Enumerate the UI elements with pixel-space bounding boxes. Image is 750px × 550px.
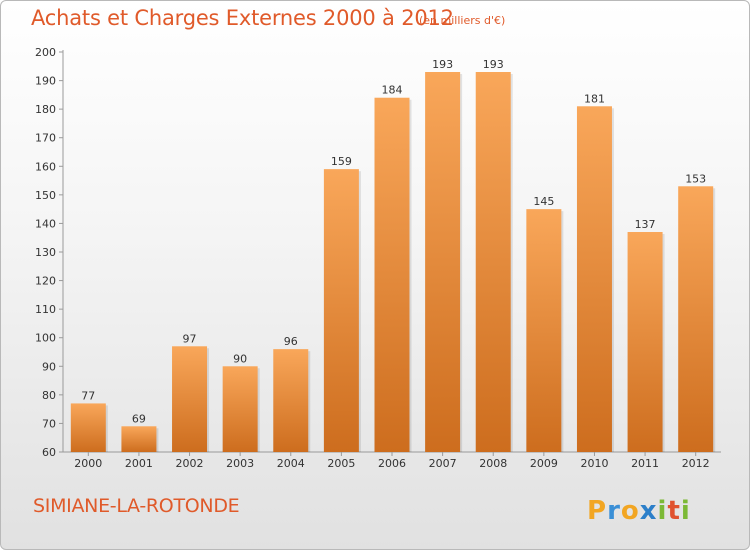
- data-label: 153: [685, 172, 706, 185]
- data-label: 181: [584, 92, 605, 105]
- data-label: 90: [233, 352, 247, 365]
- x-tick-label: 2003: [226, 457, 254, 470]
- y-tick-label: 190: [35, 75, 56, 88]
- y-tick-label: 160: [35, 160, 56, 173]
- svg-text:Proxiti: Proxiti: [587, 496, 691, 526]
- x-tick-label: 2011: [631, 457, 659, 470]
- y-tick-label: 120: [35, 275, 56, 288]
- bar: [222, 366, 258, 452]
- data-label: 145: [533, 195, 554, 208]
- data-label: 137: [635, 218, 656, 231]
- x-tick-label: 2000: [74, 457, 102, 470]
- bar: [323, 169, 359, 452]
- data-label: 97: [183, 332, 197, 345]
- proxiti-logo: Proxiti: [587, 496, 691, 526]
- x-tick-label: 2004: [277, 457, 305, 470]
- bar: [627, 232, 663, 452]
- bar: [70, 403, 106, 452]
- x-tick-label: 2005: [327, 457, 355, 470]
- bar: [475, 72, 511, 452]
- y-tick-label: 130: [35, 246, 56, 259]
- x-tick-label: 2007: [429, 457, 457, 470]
- bar: [576, 106, 612, 453]
- y-tick-label: 100: [35, 332, 56, 345]
- y-tick-label: 170: [35, 132, 56, 145]
- bar: [273, 349, 309, 452]
- data-label: 77: [81, 389, 95, 402]
- y-tick-label: 180: [35, 103, 56, 116]
- commune-name: SIMIANE-LA-ROTONDE: [33, 495, 240, 517]
- y-tick-label: 80: [42, 389, 56, 402]
- data-label: 184: [382, 84, 403, 97]
- y-tick-label: 110: [35, 303, 56, 316]
- data-label: 159: [331, 155, 352, 168]
- x-tick-label: 2002: [176, 457, 204, 470]
- bar: [425, 72, 461, 452]
- y-tick-label: 70: [42, 417, 56, 430]
- data-label: 69: [132, 412, 146, 425]
- bar: [374, 97, 410, 452]
- data-label: 193: [432, 58, 453, 71]
- x-tick-label: 2012: [682, 457, 710, 470]
- y-tick-label: 140: [35, 217, 56, 230]
- x-tick-label: 2009: [530, 457, 558, 470]
- bar: [526, 209, 562, 452]
- y-tick-label: 90: [42, 360, 56, 373]
- bar: [121, 426, 157, 452]
- y-tick-label: 60: [42, 446, 56, 459]
- data-label: 96: [284, 335, 298, 348]
- bar: [678, 186, 714, 453]
- y-tick-label: 200: [35, 46, 56, 59]
- bar: [172, 346, 208, 452]
- x-tick-label: 2008: [479, 457, 507, 470]
- x-tick-label: 2010: [580, 457, 608, 470]
- chart-title: Achats et Charges Externes 2000 à 2012: [31, 6, 454, 30]
- x-tick-label: 2006: [378, 457, 406, 470]
- x-tick-label: 2001: [125, 457, 153, 470]
- y-tick-label: 150: [35, 189, 56, 202]
- data-label: 193: [483, 58, 504, 71]
- chart-subtitle: (en milliers d'€): [419, 14, 506, 27]
